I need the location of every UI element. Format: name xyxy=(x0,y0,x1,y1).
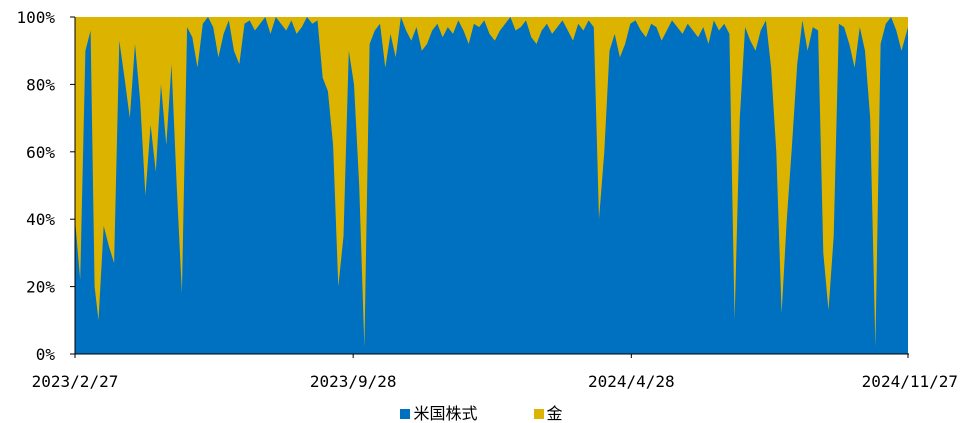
legend-item-stock: 米国株式 xyxy=(400,404,478,423)
axes xyxy=(70,16,909,358)
legend-item-gold: 金 xyxy=(533,404,563,423)
y-tick-label: 40% xyxy=(26,210,55,229)
x-tick-label: 2023/2/27 xyxy=(32,372,119,391)
plot-area xyxy=(75,17,908,354)
x-tick-label: 2024/11/27 xyxy=(862,372,958,391)
stacked-area-chart: 0%20%40%60%80%100% 2023/2/27 2023/9/28 202… xyxy=(16,8,958,391)
y-tick-label: 60% xyxy=(26,143,55,162)
series-area-stock xyxy=(75,17,908,354)
legend: 米国株式 金 xyxy=(0,404,963,423)
y-tick-label: 0% xyxy=(36,345,56,364)
y-tick-label: 100% xyxy=(16,8,55,27)
x-axis-tick-labels: 2023/2/27 2023/9/28 2024/4/28 2024/11/27 xyxy=(32,372,958,391)
legend-label-gold: 金 xyxy=(546,404,563,423)
legend-label-stock: 米国株式 xyxy=(413,404,478,423)
legend-swatch-gold xyxy=(533,408,544,419)
x-tick-label: 2023/9/28 xyxy=(310,372,397,391)
x-tick-label: 2024/4/28 xyxy=(588,372,675,391)
y-tick-label: 20% xyxy=(26,278,55,297)
y-tick-label: 80% xyxy=(26,75,55,94)
legend-swatch-stock xyxy=(400,408,411,419)
y-axis-tick-labels: 0% 20% 40% 60% 80% 100% xyxy=(16,8,55,364)
